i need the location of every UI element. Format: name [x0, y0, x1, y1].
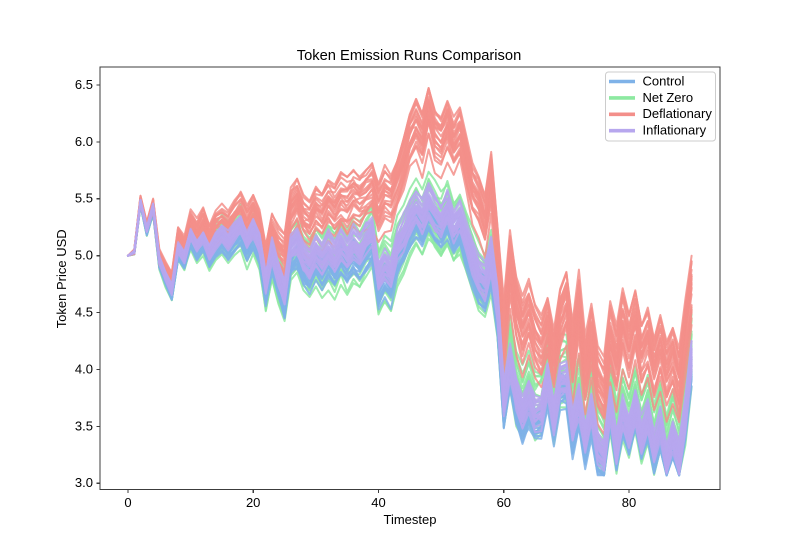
svg-text:Net Zero: Net Zero [643, 90, 694, 105]
svg-text:80: 80 [622, 495, 636, 510]
svg-text:40: 40 [371, 495, 385, 510]
svg-text:Token Price USD: Token Price USD [54, 229, 69, 328]
svg-text:Inflationary: Inflationary [643, 123, 707, 138]
svg-text:6.5: 6.5 [75, 77, 93, 92]
svg-text:4.5: 4.5 [75, 305, 93, 320]
svg-text:0: 0 [124, 495, 131, 510]
svg-text:3.5: 3.5 [75, 418, 93, 433]
svg-text:Deflationary: Deflationary [643, 106, 713, 121]
svg-text:6.0: 6.0 [75, 134, 93, 149]
svg-text:Timestep: Timestep [384, 512, 437, 527]
svg-text:20: 20 [246, 495, 260, 510]
svg-text:Token Emission Runs Comparison: Token Emission Runs Comparison [297, 48, 522, 64]
svg-text:Control: Control [643, 73, 685, 88]
svg-text:5.5: 5.5 [75, 191, 93, 206]
svg-text:5.0: 5.0 [75, 248, 93, 263]
svg-text:60: 60 [497, 495, 511, 510]
svg-text:3.0: 3.0 [75, 475, 93, 490]
svg-text:4.0: 4.0 [75, 361, 93, 376]
